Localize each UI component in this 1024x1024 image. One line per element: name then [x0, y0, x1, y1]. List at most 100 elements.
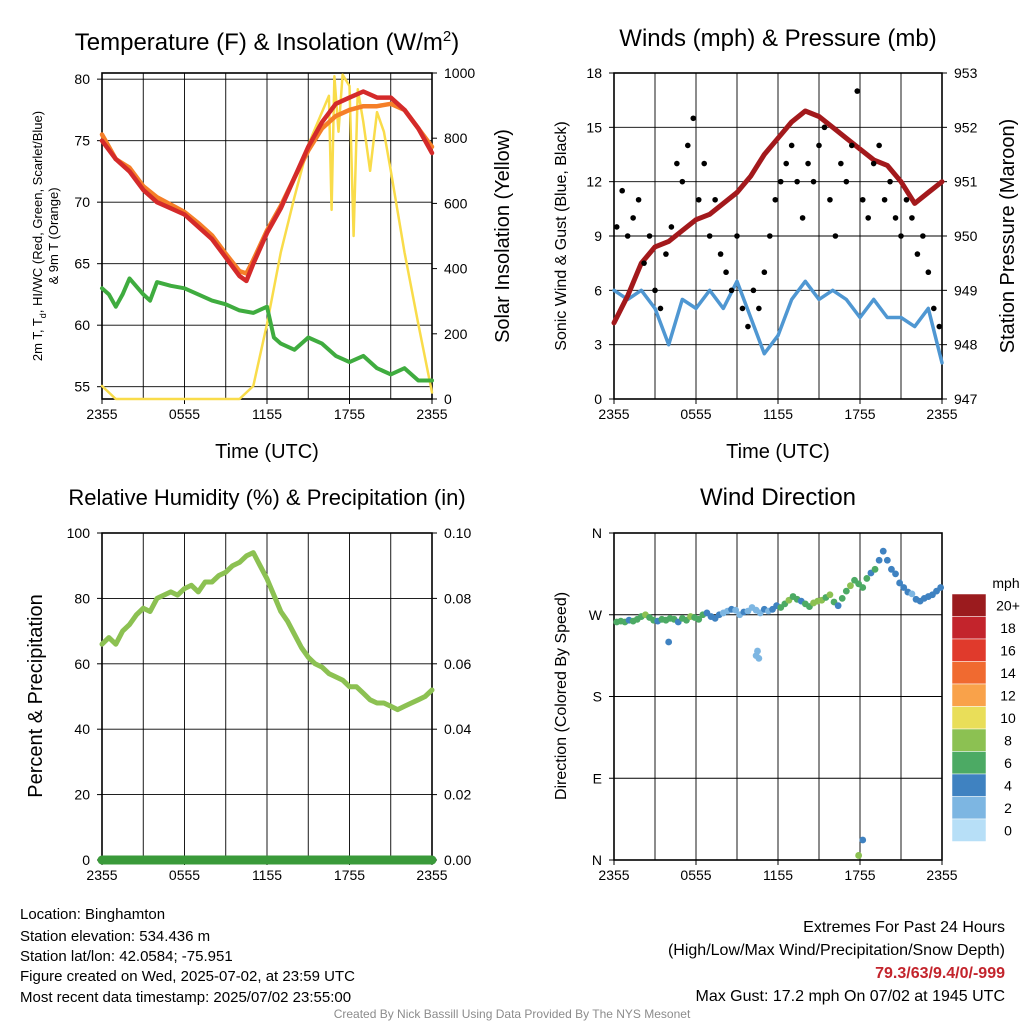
- gust-point: [690, 115, 697, 122]
- y2-tick-label: 949: [954, 282, 978, 298]
- extremes-heading: Extremes For Past 24 Hours: [803, 919, 1005, 936]
- direction-point: [863, 575, 871, 582]
- temp-title-end: ): [451, 29, 459, 56]
- gust-point: [619, 187, 625, 194]
- winds-x-label: Time (UTC): [726, 441, 830, 463]
- x-tick-label: 1755: [844, 867, 875, 883]
- gust-point: [810, 178, 817, 185]
- legend-swatch: [951, 706, 987, 730]
- extremes-values: 79.3/63/9.4/0/-999: [875, 965, 1005, 982]
- x-tick-label: 2355: [926, 867, 957, 883]
- y-tick-label: 12: [586, 174, 602, 190]
- direction-point: [875, 556, 883, 564]
- legend-label: 8: [1004, 732, 1012, 748]
- y2-tick-label: 400: [444, 261, 468, 277]
- y-tick-label: 0: [82, 852, 90, 868]
- gust-point: [772, 196, 779, 203]
- x-tick-label: 0555: [680, 867, 711, 883]
- y2-tick-label: 951: [954, 174, 978, 190]
- y-tick-label: 65: [74, 256, 90, 272]
- legend-swatch: [951, 796, 987, 820]
- gust-point: [739, 305, 746, 312]
- y2-tick-label: 0.04: [444, 721, 471, 737]
- gust-point: [914, 251, 921, 257]
- direction-point: [847, 582, 854, 590]
- gust-point: [909, 215, 915, 221]
- gust-point: [685, 142, 691, 149]
- gust-point: [799, 215, 806, 221]
- y-tick-label: 80: [74, 590, 90, 606]
- y2-tick-label: 0: [444, 391, 452, 407]
- direction-point: [892, 570, 899, 578]
- y-tick-label: 75: [74, 133, 90, 149]
- legend-label: 12: [1000, 687, 1016, 703]
- gust-point: [865, 215, 871, 221]
- x-tick-label: 2355: [86, 406, 117, 422]
- legend-swatch: [951, 638, 987, 662]
- y2-tick-label: 600: [444, 195, 468, 211]
- gust-point: [624, 233, 631, 239]
- y-tick-label: 40: [74, 721, 90, 737]
- y-tick-label: 15: [586, 119, 602, 135]
- sonic-wind-series: [612, 279, 944, 365]
- rh-left-axis-label: Percent & Precipitation: [25, 594, 47, 797]
- gust-point: [903, 196, 910, 203]
- y2-tick-label: 1000: [444, 65, 475, 81]
- gust-point: [783, 160, 789, 167]
- direction-point: [665, 638, 673, 646]
- direction-point: [896, 579, 904, 587]
- gust-point: [674, 160, 680, 167]
- y2-tick-label: 0.02: [444, 787, 471, 803]
- gust-point: [898, 233, 904, 239]
- temp-left-axis-label: 2m T, Td, HI/WC (Red, Green, Scarlet/Blu…: [30, 111, 48, 361]
- gust-point: [788, 142, 795, 149]
- legend-label: 16: [1000, 642, 1016, 658]
- gust-point: [827, 196, 833, 203]
- direction-point: [695, 615, 703, 623]
- legend-label: 10: [1000, 710, 1016, 726]
- gust-point: [728, 287, 735, 294]
- y2-tick-label: 952: [954, 119, 978, 135]
- direction-point: [937, 584, 945, 591]
- winds-panel-title: Winds (mph) & Pressure (mb): [619, 25, 936, 52]
- gust-point: [630, 215, 636, 221]
- legend-label: 20+: [996, 597, 1020, 613]
- direction-point: [838, 595, 846, 602]
- legend-swatch: [951, 728, 987, 752]
- x-tick-label: 2355: [598, 867, 629, 883]
- y2-tick-label: 0.06: [444, 656, 471, 672]
- gust-point: [663, 251, 669, 257]
- direction-point: [908, 590, 916, 598]
- gust-point: [635, 196, 642, 203]
- x-tick-label: 2355: [926, 406, 957, 422]
- rh-panel-title: Relative Humidity (%) & Precipitation (i…: [68, 485, 465, 510]
- gust-point: [843, 178, 850, 185]
- y-tick-label: E: [593, 770, 602, 786]
- panel-temp: [97, 72, 437, 404]
- gust-point: [695, 196, 702, 203]
- x-tick-label: 1155: [763, 406, 793, 422]
- gust-point: [701, 160, 707, 167]
- gust-point: [794, 178, 800, 185]
- recent-data-label: Most recent data timestamp: 2025/07/02 2…: [20, 989, 352, 1006]
- temp-left-label-a: 2m T, T: [30, 318, 45, 361]
- x-tick-label: 1755: [334, 867, 365, 883]
- y-tick-label: S: [593, 689, 602, 705]
- y-tick-label: 80: [74, 71, 90, 87]
- gust-point: [816, 142, 822, 149]
- direction-point: [855, 852, 863, 859]
- y-tick-label: 6: [594, 282, 602, 298]
- y2-tick-label: 0.10: [444, 525, 471, 541]
- gust-point: [777, 178, 784, 185]
- y2-tick-label: 953: [954, 65, 978, 81]
- gust-point: [712, 196, 718, 203]
- direction-point: [754, 647, 761, 655]
- y2-tick-label: 947: [954, 391, 978, 407]
- direction-point: [755, 654, 763, 662]
- winds-right-axis-label: Station Pressure (Maroon): [997, 119, 1019, 354]
- legend-swatch: [951, 683, 987, 707]
- temp-x-label: Time (UTC): [215, 441, 319, 463]
- gust-point: [832, 233, 839, 239]
- x-tick-label: 0555: [680, 406, 711, 422]
- y-tick-label: W: [589, 607, 603, 623]
